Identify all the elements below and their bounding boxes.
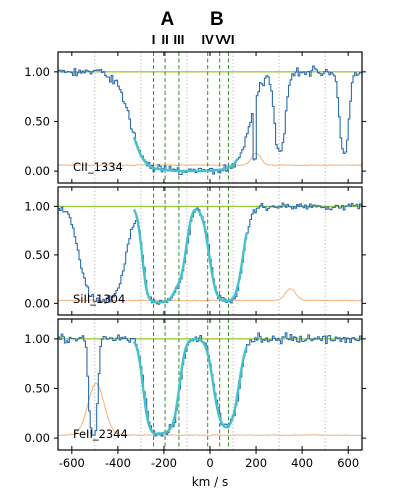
observed-spectrum <box>58 65 362 176</box>
panels: 0.00 0.50 1.00 CII_1334 0.00 0.50 1.00 SiII_130… <box>24 51 366 451</box>
y-tick-label: 0.50 <box>24 114 50 128</box>
x-tick-label: 600 <box>337 456 359 470</box>
component-label: V <box>215 32 224 47</box>
observed-spectrum <box>58 202 362 305</box>
component-header: A BI II III IV VVI <box>152 9 235 47</box>
error-spectrum <box>58 382 362 437</box>
observed-spectrum <box>58 332 362 437</box>
component-label: VI <box>222 32 234 47</box>
y-tick-label: 0.00 <box>24 296 50 310</box>
ion-label: CII_1334 <box>73 160 123 174</box>
component-label: II <box>161 32 168 47</box>
y-tick-label: 0.50 <box>24 381 50 395</box>
y-tick-label: 0.00 <box>24 164 50 178</box>
x-tick-label: -600 <box>59 456 85 470</box>
y-tick-label: 1.00 <box>24 332 50 346</box>
model-fit <box>133 337 248 436</box>
y-tick-label: 1.00 <box>24 199 50 213</box>
panel-plot-area <box>58 52 362 183</box>
panel-0: 0.00 0.50 1.00 CII_1334 <box>24 51 366 184</box>
panel-1: 0.00 0.50 1.00 SiII_1304 <box>24 186 366 316</box>
y-tick-label: 0.00 <box>24 431 50 445</box>
ion-label: SiII_1304 <box>73 292 125 306</box>
component-label: III <box>173 32 184 47</box>
error-spectrum <box>58 287 362 302</box>
ion-label: FeII_2344 <box>73 427 128 441</box>
x-tick-label: 0 <box>206 456 213 470</box>
error-spectrum <box>58 152 362 167</box>
group-label: B <box>210 9 224 30</box>
y-tick-label: 1.00 <box>24 65 50 79</box>
panel-plot-area <box>58 319 362 450</box>
component-label: I <box>152 32 156 47</box>
y-tick-label: 0.50 <box>24 248 50 262</box>
x-tick-label: 200 <box>245 456 267 470</box>
model-fit <box>132 208 248 304</box>
panel-2: 0.00 0.50 1.00 FeII_2344 <box>24 318 366 451</box>
x-axis: -600 -400 -200 0 200 400 600 <box>59 450 359 470</box>
panel-plot-area <box>58 187 362 315</box>
group-label: A <box>161 9 175 30</box>
model-fit <box>132 136 239 173</box>
component-label: IV <box>202 32 215 47</box>
x-tick-label: 400 <box>291 456 313 470</box>
x-tick-label: -200 <box>151 456 177 470</box>
x-axis-label: km / s <box>192 475 229 489</box>
x-tick-label: -400 <box>105 456 131 470</box>
